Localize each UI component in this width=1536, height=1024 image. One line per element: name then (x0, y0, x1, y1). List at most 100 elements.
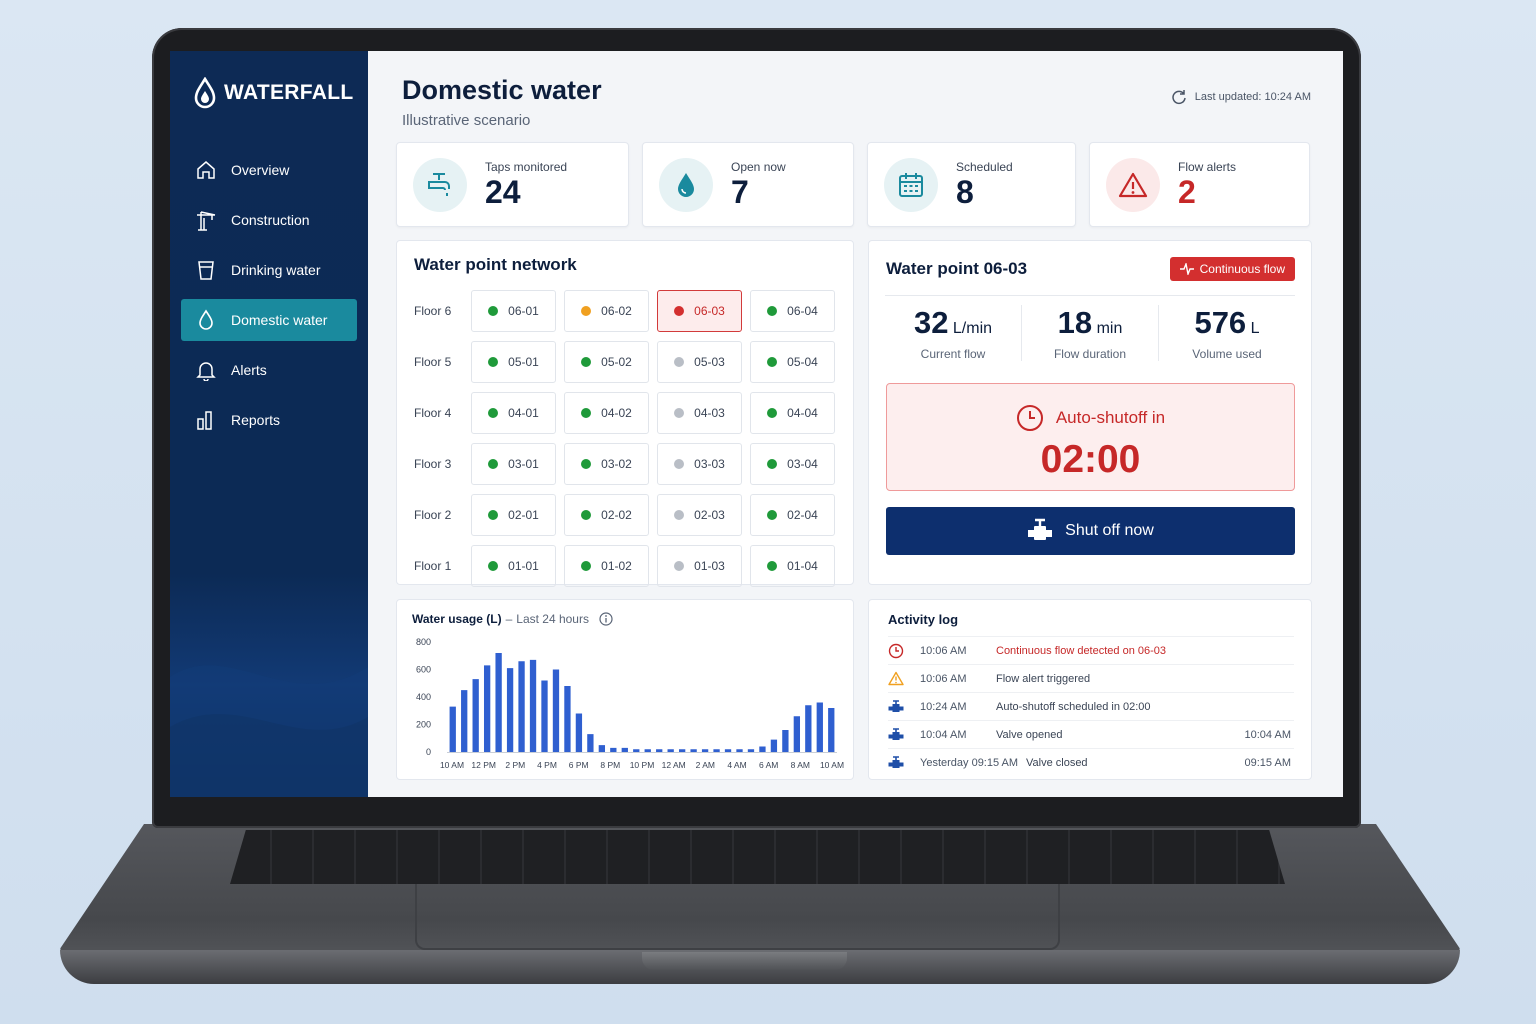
usage-bar[interactable] (621, 747, 628, 752)
water-point-01-01[interactable]: 01-01 (471, 544, 556, 587)
page-subtitle: Illustrative scenario (402, 112, 531, 129)
valve-icon (888, 756, 920, 770)
nav-item-construction[interactable]: Construction (181, 199, 357, 241)
x-tick-label: 4 AM (727, 760, 746, 770)
water-point-06-03[interactable]: 06-03 (657, 289, 742, 332)
water-point-label: 04-02 (601, 405, 632, 420)
water-point-04-04[interactable]: 04-04 (750, 391, 835, 434)
usage-bar[interactable] (633, 749, 640, 752)
usage-bar[interactable] (678, 749, 686, 752)
y-tick-label: 0 (426, 747, 431, 757)
usage-bar[interactable] (644, 749, 651, 752)
brand-logo[interactable]: WATERFALL (170, 77, 368, 109)
usage-bar[interactable] (656, 749, 663, 752)
usage-bar[interactable] (793, 716, 801, 752)
water-point-label: 06-01 (508, 303, 539, 318)
kpi-taps-monitored[interactable]: Taps monitored 24 (396, 142, 629, 227)
usage-bar[interactable] (541, 680, 548, 753)
usage-bar[interactable] (449, 706, 456, 752)
floor-label: Floor 3 (414, 456, 452, 471)
usage-bar[interactable] (713, 749, 720, 752)
log-entry[interactable]: 10:04 AM Valve opened 10:04 AM (888, 721, 1294, 749)
status-dot (488, 305, 499, 316)
water-point-label: 04-04 (787, 405, 818, 420)
water-point-label: 04-03 (694, 405, 725, 420)
kpi-open-now[interactable]: Open now 7 (642, 142, 854, 227)
floor-label: Floor 6 (414, 303, 452, 318)
info-icon[interactable] (599, 612, 613, 626)
nav-item-alerts[interactable]: Alerts (181, 349, 357, 391)
nav-item-reports[interactable]: Reports (181, 399, 357, 441)
usage-bar[interactable] (472, 679, 479, 752)
water-point-01-04[interactable]: 01-04 (750, 544, 835, 587)
water-point-06-04[interactable]: 06-04 (750, 289, 835, 332)
water-point-05-01[interactable]: 05-01 (471, 340, 556, 383)
usage-bar[interactable] (587, 734, 594, 752)
status-dot (488, 407, 499, 418)
usage-bar[interactable] (805, 705, 812, 752)
refresh-icon[interactable] (1171, 89, 1187, 105)
usage-bar[interactable] (483, 665, 491, 752)
usage-bar[interactable] (747, 749, 755, 752)
activity-log-panel: Activity log 10:06 AM Continuous flow det… (868, 599, 1312, 780)
usage-bar[interactable] (701, 749, 709, 752)
water-point-02-04[interactable]: 02-04 (750, 493, 835, 536)
shut-off-now-button[interactable]: Shut off now (886, 507, 1295, 555)
usage-bar[interactable] (782, 730, 789, 752)
water-point-04-03[interactable]: 04-03 (657, 391, 742, 434)
usage-bar[interactable] (736, 749, 743, 752)
valve-icon (1028, 518, 1053, 540)
water-point-03-03[interactable]: 03-03 (657, 442, 742, 485)
usage-bar[interactable] (759, 746, 766, 753)
nav-item-drinking-water[interactable]: Drinking water (181, 249, 357, 291)
auto-shutoff-box: Auto-shutoff in 02:00 (886, 383, 1295, 491)
usage-bar[interactable] (816, 702, 823, 753)
water-point-04-02[interactable]: 04-02 (564, 391, 649, 434)
network-title: Water point network (414, 255, 577, 274)
water-point-06-02[interactable]: 06-02 (564, 289, 649, 332)
log-entry[interactable]: 10:06 AM Continuous flow detected on 06-0… (888, 637, 1294, 665)
usage-bar[interactable] (564, 686, 571, 752)
water-point-03-01[interactable]: 03-01 (471, 442, 556, 485)
usage-bar[interactable] (506, 668, 514, 752)
water-point-02-02[interactable]: 02-02 (564, 493, 649, 536)
stat-current-flow: 32 L/min Current flow (885, 304, 1022, 361)
nav-item-overview[interactable]: Overview (181, 149, 357, 191)
water-point-01-02[interactable]: 01-02 (564, 544, 649, 587)
water-point-03-04[interactable]: 03-04 (750, 442, 835, 485)
usage-bar[interactable] (598, 745, 606, 752)
usage-bar[interactable] (552, 669, 560, 753)
kpi-label: Taps monitored (485, 159, 568, 174)
stat-flow-duration: 18 min Flow duration (1022, 304, 1159, 361)
water-point-label: 02-02 (601, 507, 632, 522)
last-updated[interactable]: Last updated: 10:24 AM (1171, 89, 1311, 105)
usage-bar[interactable] (495, 653, 502, 752)
log-entry[interactable]: Yesterday 09:15 AM Valve closed 09:15 AM (888, 749, 1294, 777)
usage-bar[interactable] (724, 749, 732, 752)
usage-bar[interactable] (610, 747, 617, 752)
usage-bar[interactable] (575, 713, 583, 753)
water-point-01-03[interactable]: 01-03 (657, 544, 742, 587)
usage-bar[interactable] (461, 690, 468, 752)
usage-bar[interactable] (529, 659, 537, 752)
water-point-03-02[interactable]: 03-02 (564, 442, 649, 485)
faucet-icon (428, 172, 450, 196)
water-point-05-02[interactable]: 05-02 (564, 340, 649, 383)
water-point-02-03[interactable]: 02-03 (657, 493, 742, 536)
water-point-02-01[interactable]: 02-01 (471, 493, 556, 536)
water-point-06-01[interactable]: 06-01 (471, 289, 556, 332)
usage-bar[interactable] (667, 749, 674, 752)
usage-bar[interactable] (828, 708, 835, 752)
log-entry[interactable]: 10:24 AM Auto-shutoff scheduled in 02:00 (888, 693, 1294, 721)
water-point-04-01[interactable]: 04-01 (471, 391, 556, 434)
log-text: Continuous flow detected on 06-03 (996, 644, 1167, 657)
kpi-flow-alerts[interactable]: Flow alerts 2 (1089, 142, 1310, 227)
nav-item-domestic-water[interactable]: Domestic water (181, 299, 357, 341)
usage-bar[interactable] (770, 739, 778, 752)
log-entry[interactable]: 10:06 AM Flow alert triggered (888, 665, 1294, 693)
usage-bar[interactable] (518, 661, 525, 752)
usage-bar[interactable] (690, 749, 697, 752)
water-point-05-04[interactable]: 05-04 (750, 340, 835, 383)
water-point-05-03[interactable]: 05-03 (657, 340, 742, 383)
kpi-scheduled[interactable]: Scheduled 8 (867, 142, 1076, 227)
